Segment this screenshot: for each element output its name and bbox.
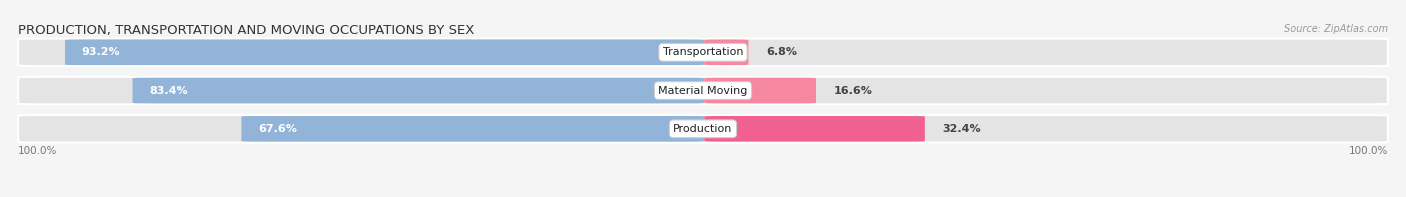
FancyBboxPatch shape xyxy=(132,78,704,103)
FancyBboxPatch shape xyxy=(704,116,925,142)
Text: 100.0%: 100.0% xyxy=(18,146,58,156)
FancyBboxPatch shape xyxy=(704,40,748,65)
Text: 100.0%: 100.0% xyxy=(1348,146,1388,156)
Text: Source: ZipAtlas.com: Source: ZipAtlas.com xyxy=(1284,24,1388,34)
Text: 83.4%: 83.4% xyxy=(149,85,188,96)
FancyBboxPatch shape xyxy=(242,116,704,142)
FancyBboxPatch shape xyxy=(18,77,1388,104)
Text: 93.2%: 93.2% xyxy=(82,47,120,57)
Text: PRODUCTION, TRANSPORTATION AND MOVING OCCUPATIONS BY SEX: PRODUCTION, TRANSPORTATION AND MOVING OC… xyxy=(18,24,475,37)
Text: 32.4%: 32.4% xyxy=(943,124,981,134)
Text: Transportation: Transportation xyxy=(662,47,744,57)
Text: Production: Production xyxy=(673,124,733,134)
Text: Material Moving: Material Moving xyxy=(658,85,748,96)
FancyBboxPatch shape xyxy=(704,78,815,103)
FancyBboxPatch shape xyxy=(65,40,704,65)
Text: 16.6%: 16.6% xyxy=(834,85,873,96)
Text: 67.6%: 67.6% xyxy=(257,124,297,134)
FancyBboxPatch shape xyxy=(18,39,1388,66)
FancyBboxPatch shape xyxy=(18,115,1388,143)
Text: 6.8%: 6.8% xyxy=(766,47,797,57)
